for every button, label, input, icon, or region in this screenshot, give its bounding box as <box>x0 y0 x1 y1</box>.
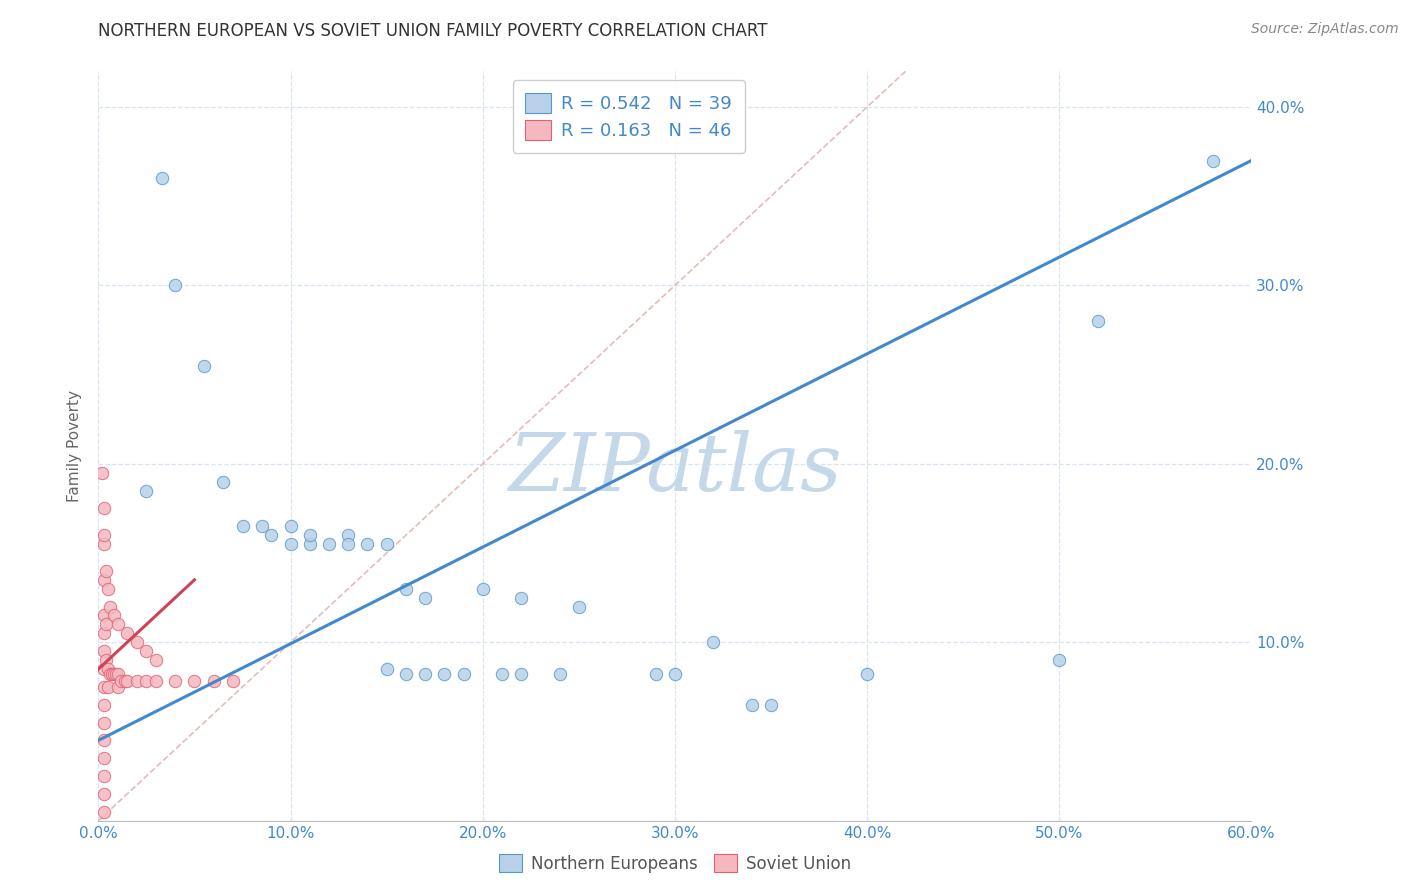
Point <box>98 599 121 614</box>
Point <box>114 674 136 689</box>
Point <box>356 537 378 551</box>
Point <box>94 653 117 667</box>
Point <box>145 653 167 667</box>
Point <box>93 787 115 801</box>
Point <box>280 537 302 551</box>
Point <box>231 519 254 533</box>
Point <box>93 715 115 730</box>
Point <box>1047 653 1070 667</box>
Point <box>93 698 115 712</box>
Point <box>93 733 115 747</box>
Y-axis label: Family Poverty: Family Poverty <box>67 390 83 502</box>
Point <box>93 680 115 694</box>
Point <box>145 674 167 689</box>
Point <box>150 171 173 186</box>
Point <box>93 626 115 640</box>
Point <box>260 528 283 542</box>
Point <box>664 667 686 681</box>
Point <box>395 667 418 681</box>
Point <box>568 599 591 614</box>
Point <box>93 537 115 551</box>
Point <box>93 644 115 658</box>
Point <box>510 667 533 681</box>
Point <box>135 644 157 658</box>
Point <box>91 466 114 480</box>
Point <box>375 662 398 676</box>
Point <box>433 667 456 681</box>
Point <box>117 626 139 640</box>
Point <box>337 528 360 542</box>
Text: ZIPatlas: ZIPatlas <box>508 430 842 508</box>
Text: Source: ZipAtlas.com: Source: ZipAtlas.com <box>1251 22 1399 37</box>
Point <box>183 674 205 689</box>
Point <box>93 662 115 676</box>
Legend: Northern Europeans, Soviet Union: Northern Europeans, Soviet Union <box>492 847 858 880</box>
Legend: R = 0.542   N = 39, R = 0.163   N = 46: R = 0.542 N = 39, R = 0.163 N = 46 <box>513 80 745 153</box>
Point <box>856 667 879 681</box>
Point <box>222 674 245 689</box>
Point <box>101 667 124 681</box>
Point <box>510 591 533 605</box>
Text: NORTHERN EUROPEAN VS SOVIET UNION FAMILY POVERTY CORRELATION CHART: NORTHERN EUROPEAN VS SOVIET UNION FAMILY… <box>98 22 768 40</box>
Point <box>644 667 666 681</box>
Point <box>1202 153 1225 168</box>
Point <box>107 667 129 681</box>
Point <box>104 667 127 681</box>
Point <box>212 475 235 489</box>
Point <box>93 573 115 587</box>
Point <box>165 278 187 293</box>
Point <box>125 674 148 689</box>
Point <box>250 519 273 533</box>
Point <box>103 608 125 623</box>
Point <box>135 674 157 689</box>
Point <box>135 483 157 498</box>
Point <box>110 674 132 689</box>
Point <box>548 667 571 681</box>
Point <box>98 667 121 681</box>
Point <box>103 667 125 681</box>
Point <box>741 698 763 712</box>
Point <box>337 537 360 551</box>
Point <box>93 751 115 765</box>
Point <box>202 674 225 689</box>
Point <box>193 359 215 373</box>
Point <box>491 667 513 681</box>
Point <box>413 667 436 681</box>
Point <box>413 591 436 605</box>
Point <box>395 582 418 596</box>
Point <box>453 667 475 681</box>
Point <box>93 769 115 783</box>
Point <box>94 564 117 578</box>
Point <box>107 680 129 694</box>
Point <box>298 537 321 551</box>
Point <box>117 674 139 689</box>
Point <box>165 674 187 689</box>
Point <box>97 680 120 694</box>
Point <box>318 537 340 551</box>
Point <box>94 617 117 632</box>
Point <box>93 805 115 819</box>
Point <box>97 582 120 596</box>
Point <box>375 537 398 551</box>
Point <box>93 528 115 542</box>
Point <box>107 617 129 632</box>
Point <box>97 662 120 676</box>
Point <box>125 635 148 649</box>
Point <box>93 608 115 623</box>
Point <box>759 698 782 712</box>
Point <box>298 528 321 542</box>
Point <box>93 501 115 516</box>
Point <box>471 582 494 596</box>
Point <box>280 519 302 533</box>
Point <box>702 635 724 649</box>
Point <box>1087 314 1109 328</box>
